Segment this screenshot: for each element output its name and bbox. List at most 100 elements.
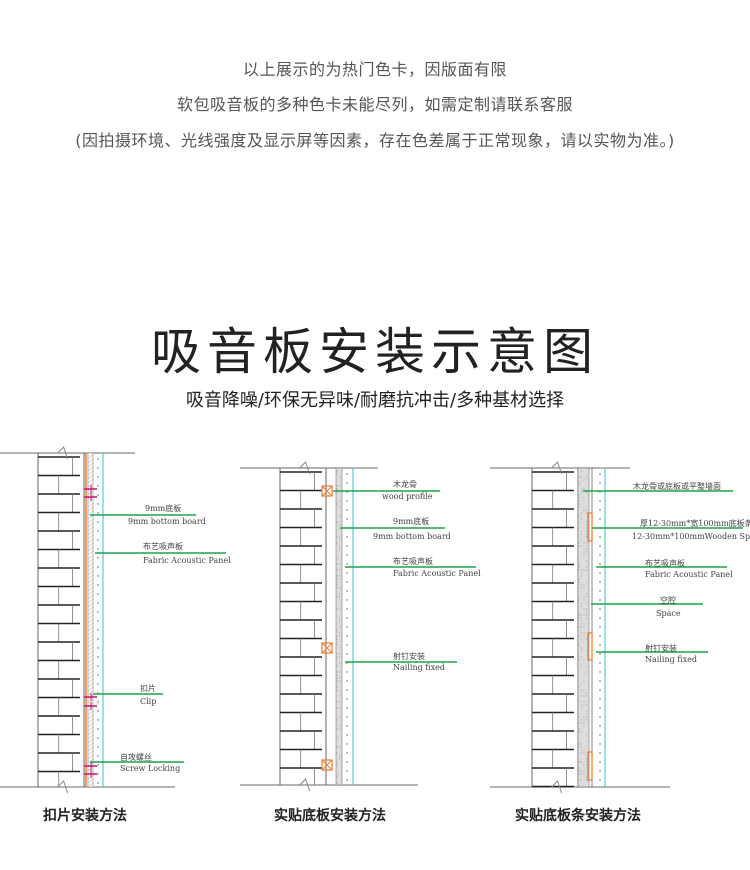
panel-dot: [599, 572, 600, 573]
panel-dot: [97, 512, 98, 513]
panel-dot: [97, 530, 98, 531]
stipple-dot: [337, 585, 338, 586]
stipple-dot: [584, 660, 585, 661]
stipple-dot: [581, 576, 582, 577]
stipple-dot: [584, 636, 585, 637]
stipple-dot: [584, 702, 585, 703]
stipple-dot: [339, 546, 340, 547]
panel-dot: [97, 629, 98, 630]
panel-dot: [97, 638, 98, 639]
panel-dot: [97, 665, 98, 666]
stipple-dot: [584, 600, 585, 601]
stipple-dot: [581, 762, 582, 763]
stipple-dot: [584, 480, 585, 481]
panel-dot: [599, 545, 600, 546]
label-en: wood profile: [382, 492, 433, 501]
panel-dot: [599, 518, 600, 519]
label-cn: 空腔: [660, 595, 676, 605]
panel-dot: [97, 584, 98, 585]
stipple-dot: [579, 564, 580, 565]
stipple-dot: [581, 468, 582, 469]
stipple-dot: [337, 702, 338, 703]
stipple-dot: [584, 597, 585, 598]
stipple-dot: [579, 723, 580, 724]
stipple-dot: [581, 534, 582, 535]
stipple-dot: [339, 663, 340, 664]
wooden-splint: [588, 633, 592, 660]
stipple-dot: [339, 636, 340, 637]
panel-dot: [599, 473, 600, 474]
stipple-dot: [337, 774, 338, 775]
panel-dot: [97, 494, 98, 495]
panel-dot: [599, 500, 600, 501]
panel-dot: [346, 545, 347, 546]
stipple-dot: [579, 501, 580, 502]
stipple-dot: [337, 762, 338, 763]
stipple-dot: [581, 606, 582, 607]
stipple-dot: [579, 774, 580, 775]
stipple-dot: [337, 579, 338, 580]
stipple-dot: [581, 513, 582, 514]
stipple-dot: [579, 744, 580, 745]
stipple-dot: [337, 576, 338, 577]
stipple-dot: [337, 777, 338, 778]
stipple-dot: [337, 684, 338, 685]
label-cn: 木龙骨或底板或平整墙面: [633, 481, 721, 491]
stipple-dot: [586, 714, 587, 715]
stipple-dot: [581, 774, 582, 775]
panel-dot: [346, 644, 347, 645]
stipple-dot: [584, 720, 585, 721]
stipple-dot: [586, 711, 587, 712]
stipple-dot: [586, 543, 587, 544]
stipple-dot: [584, 750, 585, 751]
panel-dot: [346, 599, 347, 600]
panel-dot: [97, 755, 98, 756]
panel-dot: [346, 563, 347, 564]
label-en: Nailing fixed: [393, 663, 445, 672]
stipple-dot: [584, 726, 585, 727]
stipple-dot: [586, 528, 587, 529]
diagram-1: 9mm底板 9mm bottom board 布艺吸声板 Fabric Acou…: [43, 503, 231, 824]
stipple-dot: [337, 642, 338, 643]
stipple-dot: [337, 747, 338, 748]
stipple-dot: [581, 690, 582, 691]
stipple-dot: [339, 618, 340, 619]
stipple-dot: [584, 627, 585, 628]
stipple-dot: [584, 585, 585, 586]
stipple-dot: [584, 774, 585, 775]
stipple-dot: [579, 600, 580, 601]
stipple-dot: [337, 636, 338, 637]
stipple-dot: [586, 780, 587, 781]
stipple-dot: [584, 609, 585, 610]
panel-dot: [97, 701, 98, 702]
label-en: Screw Locking: [120, 764, 180, 773]
panel-dot: [599, 734, 600, 735]
label-en: Nailing fixed: [645, 655, 697, 664]
stipple-dot: [337, 657, 338, 658]
label-en: Space: [656, 609, 681, 618]
panel-dot: [346, 653, 347, 654]
panel-dot: [346, 770, 347, 771]
stipple-dot: [586, 609, 587, 610]
stipple-dot: [581, 753, 582, 754]
stipple-dot: [339, 549, 340, 550]
stipple-dot: [581, 744, 582, 745]
panel-dot: [599, 761, 600, 762]
stipple-dot: [581, 477, 582, 478]
label-cn: 布艺吸声板: [143, 541, 183, 551]
panel-dot: [97, 539, 98, 540]
stipple-dot: [579, 615, 580, 616]
stipple-dot: [337, 666, 338, 667]
stipple-dot: [581, 585, 582, 586]
panel-dot: [97, 521, 98, 522]
panel-dot: [346, 518, 347, 519]
stipple-dot: [337, 729, 338, 730]
stipple-dot: [337, 654, 338, 655]
panel-dot: [346, 473, 347, 474]
stipple-dot: [339, 627, 340, 628]
panel-dot: [97, 737, 98, 738]
stipple-dot: [586, 765, 587, 766]
stipple-dot: [337, 522, 338, 523]
stipple-dot: [579, 780, 580, 781]
stipple-dot: [581, 666, 582, 667]
